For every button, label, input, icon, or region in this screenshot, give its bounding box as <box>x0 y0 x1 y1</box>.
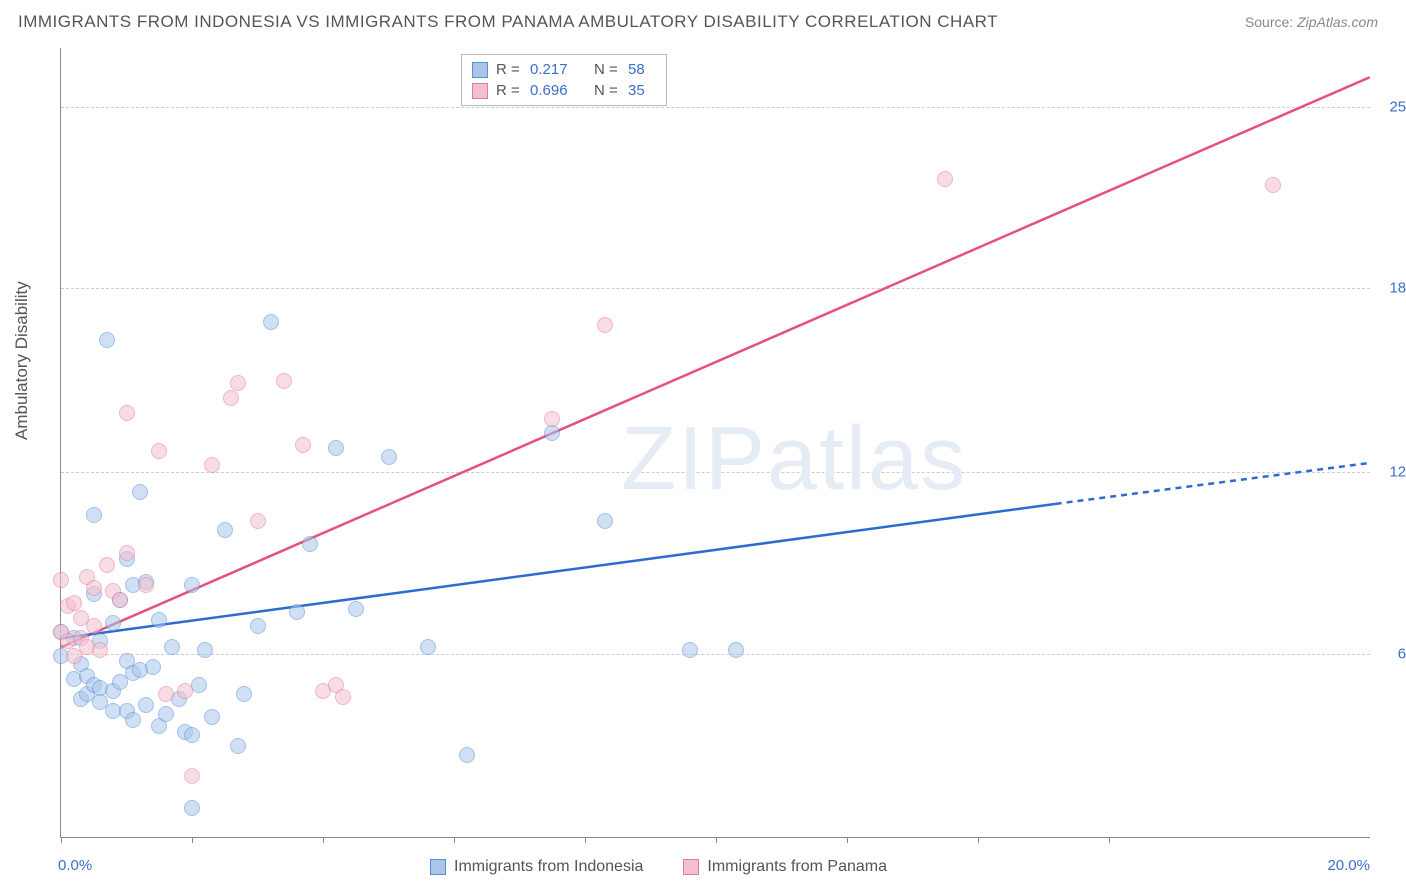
swatch-panama <box>683 859 699 875</box>
data-point <box>145 659 161 675</box>
x-tick <box>716 837 717 843</box>
swatch-indonesia <box>430 859 446 875</box>
n-value: 58 <box>628 61 656 78</box>
data-point <box>99 332 115 348</box>
data-point <box>381 449 397 465</box>
data-point <box>328 440 344 456</box>
data-point <box>289 604 305 620</box>
data-point <box>1265 177 1281 193</box>
data-point <box>184 727 200 743</box>
data-point <box>204 457 220 473</box>
data-point <box>138 697 154 713</box>
x-tick <box>978 837 979 843</box>
data-point <box>335 689 351 705</box>
data-point <box>164 639 180 655</box>
legend-row-panama: R = 0.696 N = 35 <box>472 80 656 101</box>
data-point <box>204 709 220 725</box>
data-point <box>53 572 69 588</box>
x-tick <box>192 837 193 843</box>
plot-area: ZIPatlas R = 0.217 N = 58 R = 0.696 N = … <box>60 48 1370 838</box>
n-value: 35 <box>628 82 656 99</box>
legend-label: Immigrants from Panama <box>707 858 887 876</box>
data-point <box>728 642 744 658</box>
data-point <box>223 390 239 406</box>
data-point <box>119 405 135 421</box>
data-point <box>250 618 266 634</box>
x-tick <box>454 837 455 843</box>
data-point <box>544 425 560 441</box>
x-tick <box>585 837 586 843</box>
data-point <box>250 513 266 529</box>
r-label: R = <box>496 82 522 99</box>
chart-title: IMMIGRANTS FROM INDONESIA VS IMMIGRANTS … <box>18 12 998 32</box>
data-point <box>937 171 953 187</box>
data-point <box>158 706 174 722</box>
n-label: N = <box>594 61 620 78</box>
source-value: ZipAtlas.com <box>1297 14 1378 30</box>
y-axis-label: Ambulatory Disability <box>12 281 32 440</box>
data-point <box>119 545 135 561</box>
legend-item-panama: Immigrants from Panama <box>683 858 887 876</box>
data-point <box>230 375 246 391</box>
legend-label: Immigrants from Indonesia <box>454 858 643 876</box>
source-attribution: Source: ZipAtlas.com <box>1245 14 1378 30</box>
y-tick-label: 18.8% <box>1389 279 1406 296</box>
data-point <box>105 615 121 631</box>
data-point <box>86 580 102 596</box>
x-tick <box>1109 837 1110 843</box>
swatch-panama <box>472 83 488 99</box>
data-point <box>184 800 200 816</box>
x-tick <box>847 837 848 843</box>
x-max-label: 20.0% <box>1327 857 1370 874</box>
chart-svg <box>61 48 1370 837</box>
series-legend: Immigrants from Indonesia Immigrants fro… <box>430 858 887 876</box>
data-point <box>125 712 141 728</box>
correlation-legend: R = 0.217 N = 58 R = 0.696 N = 35 <box>461 54 667 106</box>
legend-item-indonesia: Immigrants from Indonesia <box>430 858 643 876</box>
legend-row-indonesia: R = 0.217 N = 58 <box>472 59 656 80</box>
data-point <box>682 642 698 658</box>
swatch-indonesia <box>472 62 488 78</box>
data-point <box>263 314 279 330</box>
n-label: N = <box>594 82 620 99</box>
y-tick-label: 6.3% <box>1398 645 1406 662</box>
data-point <box>184 577 200 593</box>
data-point <box>112 592 128 608</box>
data-point <box>86 618 102 634</box>
data-point <box>99 557 115 573</box>
data-point <box>158 686 174 702</box>
data-point <box>151 612 167 628</box>
data-point <box>86 507 102 523</box>
source-label: Source: <box>1245 14 1293 30</box>
data-point <box>597 317 613 333</box>
data-point <box>66 595 82 611</box>
data-point <box>544 411 560 427</box>
data-point <box>92 642 108 658</box>
data-point <box>420 639 436 655</box>
data-point <box>236 686 252 702</box>
r-value: 0.217 <box>530 61 586 78</box>
data-point <box>132 484 148 500</box>
data-point <box>597 513 613 529</box>
data-point <box>184 768 200 784</box>
y-tick-label: 25.0% <box>1389 98 1406 115</box>
r-value: 0.696 <box>530 82 586 99</box>
r-label: R = <box>496 61 522 78</box>
data-point <box>177 683 193 699</box>
data-point <box>302 536 318 552</box>
data-point <box>217 522 233 538</box>
data-point <box>348 601 364 617</box>
x-min-label: 0.0% <box>58 857 92 874</box>
y-tick-label: 12.5% <box>1389 464 1406 481</box>
x-tick <box>323 837 324 843</box>
data-point <box>138 577 154 593</box>
data-point <box>151 443 167 459</box>
data-point <box>197 642 213 658</box>
data-point <box>276 373 292 389</box>
data-point <box>459 747 475 763</box>
data-point <box>295 437 311 453</box>
x-tick <box>61 837 62 843</box>
data-point <box>230 738 246 754</box>
